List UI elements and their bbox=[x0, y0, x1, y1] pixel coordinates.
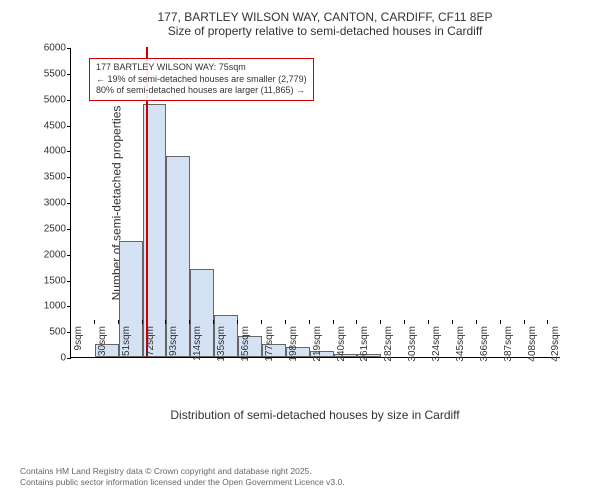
y-tick-label: 3500 bbox=[31, 172, 66, 183]
y-tick-label: 6000 bbox=[31, 43, 66, 54]
x-tick-label: 303sqm bbox=[407, 326, 418, 362]
x-tick-label: 366sqm bbox=[479, 326, 490, 362]
x-tick-label: 408sqm bbox=[527, 326, 538, 362]
x-tick-label: 93sqm bbox=[168, 326, 179, 356]
plot-area: Number of semi-detached properties 05001… bbox=[70, 48, 560, 358]
annotation-line3: 80% of semi-detached houses are larger (… bbox=[96, 85, 307, 97]
y-tick-label: 1000 bbox=[31, 301, 66, 312]
annotation-line2: ← 19% of semi-detached houses are smalle… bbox=[96, 74, 307, 86]
y-tick-label: 500 bbox=[31, 327, 66, 338]
x-tick-label: 240sqm bbox=[336, 326, 347, 362]
x-tick-label: 114sqm bbox=[192, 326, 203, 361]
chart-title-line2: Size of property relative to semi-detach… bbox=[70, 24, 580, 38]
footer-line1: Contains HM Land Registry data © Crown c… bbox=[20, 466, 345, 477]
y-tick-label: 2000 bbox=[31, 249, 66, 260]
chart-title-line1: 177, BARTLEY WILSON WAY, CANTON, CARDIFF… bbox=[70, 10, 580, 24]
x-tick-label: 156sqm bbox=[240, 326, 251, 362]
y-tick-label: 5000 bbox=[31, 94, 66, 105]
x-tick-label: 30sqm bbox=[97, 326, 108, 356]
x-tick-label: 345sqm bbox=[455, 326, 466, 362]
footer: Contains HM Land Registry data © Crown c… bbox=[20, 466, 345, 488]
x-tick-label: 282sqm bbox=[383, 326, 394, 362]
x-tick-label: 135sqm bbox=[216, 326, 227, 362]
y-tick-label: 1500 bbox=[31, 275, 66, 286]
x-tick-label: 387sqm bbox=[503, 326, 514, 362]
x-tick-label: 324sqm bbox=[431, 326, 442, 362]
footer-line2: Contains public sector information licen… bbox=[20, 477, 345, 488]
x-tick-label: 429sqm bbox=[550, 326, 561, 362]
x-tick-label: 51sqm bbox=[121, 326, 132, 356]
x-tick-label: 72sqm bbox=[145, 326, 156, 356]
y-tick-label: 2500 bbox=[31, 223, 66, 234]
annotation-line1: 177 BARTLEY WILSON WAY: 75sqm bbox=[96, 62, 307, 74]
x-tick-label: 219sqm bbox=[312, 326, 323, 362]
y-tick-label: 4500 bbox=[31, 120, 66, 131]
y-tick-label: 3000 bbox=[31, 198, 66, 209]
annotation-box: 177 BARTLEY WILSON WAY: 75sqm ← 19% of s… bbox=[89, 58, 314, 101]
x-tick-label: 9sqm bbox=[73, 326, 84, 350]
x-tick-label: 177sqm bbox=[264, 326, 275, 362]
y-tick-label: 0 bbox=[31, 353, 66, 364]
y-tick-label: 5500 bbox=[31, 68, 66, 79]
x-tick-label: 198sqm bbox=[288, 326, 299, 362]
chart-container: 177, BARTLEY WILSON WAY, CANTON, CARDIFF… bbox=[70, 10, 580, 420]
x-axis-label: Distribution of semi-detached houses by … bbox=[70, 408, 560, 422]
y-tick-label: 4000 bbox=[31, 146, 66, 157]
x-tick-label: 261sqm bbox=[359, 326, 370, 362]
